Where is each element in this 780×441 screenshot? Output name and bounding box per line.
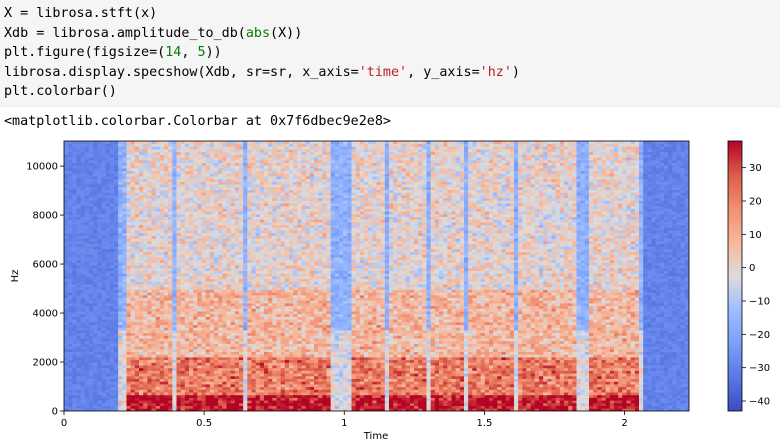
colorbar-axis: 30 20 10 0 −10 −20 −30 −40 — [742, 163, 770, 408]
y-tick-label: 10000 — [26, 162, 58, 173]
code-token: 14 — [165, 45, 182, 60]
y-tick-label: 2000 — [33, 358, 58, 369]
code-token: 5 — [197, 45, 206, 60]
code-token: plt.figure(figsize=( — [4, 45, 166, 60]
code-token: , — [181, 45, 198, 60]
colorbar-tick-label: 0 — [749, 263, 755, 274]
x-tick-label: 0.5 — [196, 418, 212, 429]
code-line: X = librosa.stft(x) — [4, 4, 780, 24]
code-token: 'time' — [358, 64, 408, 80]
code-token: Xdb = librosa.amplitude_to_db( — [4, 25, 246, 41]
code-token: (X)) — [270, 25, 303, 41]
y-tick-label: 0 — [52, 407, 58, 418]
code-token: , y_axis= — [407, 64, 480, 80]
code-token: abs — [245, 25, 271, 41]
code-line: Xdb = librosa.amplitude_to_db(abs(X)) — [4, 24, 780, 44]
colorbar-tick-label: 30 — [749, 163, 762, 174]
colorbar-tick-label: −30 — [749, 363, 770, 374]
y-axis: 0 2000 4000 6000 8000 10000 — [26, 162, 64, 418]
output-text: <matplotlib.colorbar.Colorbar at 0x7f6db… — [4, 114, 391, 129]
code-line: librosa.display.specshow(Xdb, sr=sr, x_a… — [4, 63, 780, 83]
code-line: plt.colorbar() — [4, 82, 780, 102]
colorbar-tick-label: 10 — [749, 230, 762, 241]
x-axis: 0 0.5 1 1.5 2 — [61, 411, 628, 429]
code-token: ) — [511, 64, 520, 80]
code-token: plt.colorbar() — [4, 84, 117, 99]
y-tick-label: 4000 — [33, 309, 58, 320]
y-tick-label: 6000 — [33, 260, 58, 271]
code-line: plt.figure(figsize=(14, 5)) — [4, 43, 780, 63]
code-token: X = librosa.stft(x) — [4, 6, 158, 21]
x-tick-label: 1.5 — [476, 418, 492, 429]
colorbar-tick-label: −40 — [749, 397, 770, 408]
x-tick-label: 2 — [621, 418, 627, 429]
code-token: 'hz' — [479, 64, 512, 80]
code-cell[interactable]: X = librosa.stft(x) Xdb = librosa.amplitu… — [0, 0, 780, 107]
colorbar-tick-label: 20 — [749, 197, 762, 208]
y-tick-label: 8000 — [33, 211, 58, 222]
plot-frame — [63, 140, 690, 412]
colorbar-tick-label: −10 — [749, 297, 770, 308]
x-tick-label: 0 — [61, 418, 67, 429]
colorbar-tick-label: −20 — [749, 330, 770, 341]
code-token: )) — [205, 45, 222, 60]
spectrogram-heatmap — [64, 141, 689, 411]
y-axis-label: Hz — [10, 270, 21, 283]
code-token: librosa.display.specshow(Xdb, sr=sr, x_a… — [4, 64, 359, 80]
x-axis-label: Time — [363, 431, 388, 441]
x-tick-label: 1 — [341, 418, 347, 429]
colorbar — [727, 140, 743, 412]
